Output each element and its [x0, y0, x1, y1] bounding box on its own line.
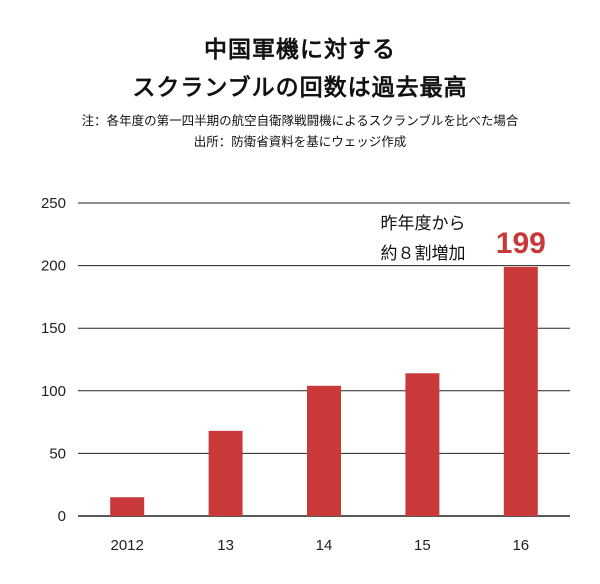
chart-title-line-2: スクランブルの回数は過去最高	[132, 75, 468, 101]
x-tick-label: 15	[414, 537, 431, 554]
bar-14	[307, 385, 341, 516]
x-tick-label: 2012	[111, 537, 144, 554]
bar-15	[405, 373, 440, 516]
bar-16	[503, 266, 538, 516]
chart-source: 出所：防衛省資料を基にウェッジ作成	[193, 134, 407, 149]
x-tick-label: 16	[512, 537, 529, 554]
bar-2012	[110, 497, 145, 516]
chart-note: 注：各年度の第一四半期の航空自衛隊戦闘機によるスクランブルを比べた場合	[81, 113, 519, 128]
x-tick-label: 14	[316, 537, 333, 554]
bar-13	[208, 430, 243, 516]
x-axis-tick-labels: 2012 13 14 15 16	[111, 537, 530, 554]
x-tick-label: 13	[217, 537, 234, 554]
y-tick-label: 250	[41, 195, 66, 212]
data-label-16: 199	[496, 227, 546, 260]
bars	[110, 266, 538, 516]
data-labels: 199	[496, 227, 546, 260]
y-axis-tick-labels: 0 50 100 150 200 250	[41, 195, 66, 525]
y-tick-label: 200	[41, 258, 66, 275]
chart-title-line-1: 中国軍機に対する	[204, 37, 396, 63]
y-tick-label: 50	[49, 445, 66, 462]
y-tick-label: 100	[41, 383, 66, 400]
y-tick-label: 0	[58, 508, 66, 525]
annotation-line-2: 約８割増加	[381, 244, 466, 264]
y-tick-label: 150	[41, 320, 66, 337]
annotation-line-1: 昨年度から	[381, 214, 466, 234]
